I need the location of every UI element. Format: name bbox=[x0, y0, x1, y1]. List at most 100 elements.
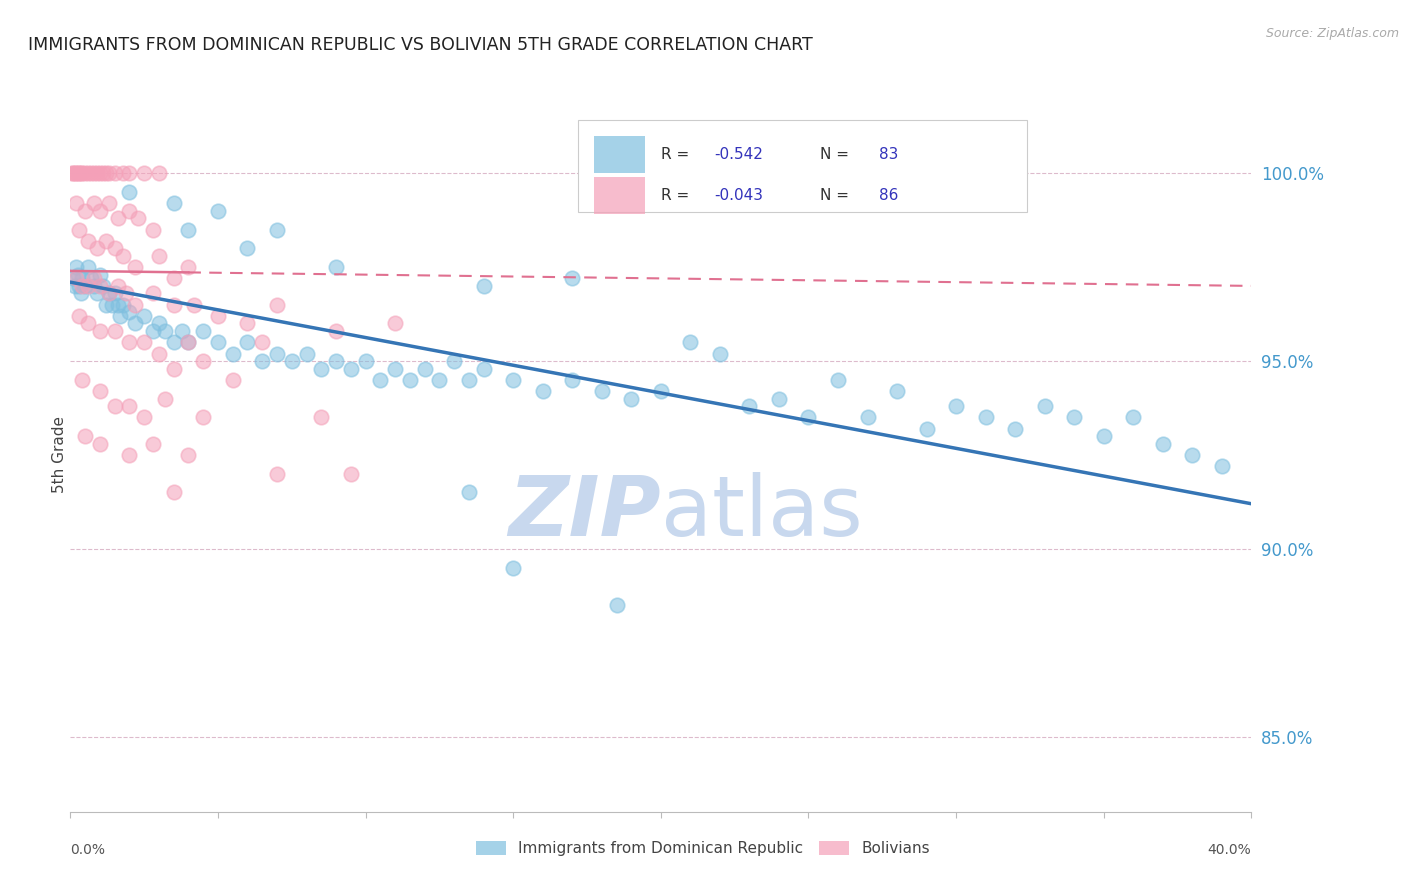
Point bbox=[83, 279, 105, 293]
Point bbox=[148, 249, 170, 263]
Point bbox=[107, 211, 129, 226]
Point bbox=[974, 410, 997, 425]
Point bbox=[118, 185, 141, 199]
Point bbox=[100, 298, 122, 312]
Point bbox=[384, 317, 406, 331]
Point bbox=[112, 166, 135, 180]
Point bbox=[709, 346, 731, 360]
Point bbox=[1122, 410, 1144, 425]
Point bbox=[132, 410, 156, 425]
Point bbox=[148, 346, 170, 360]
Point bbox=[118, 335, 141, 350]
Point bbox=[83, 166, 105, 180]
Point bbox=[1033, 399, 1056, 413]
Point bbox=[222, 373, 245, 387]
Point bbox=[1092, 429, 1115, 443]
Point bbox=[399, 373, 422, 387]
Point bbox=[266, 222, 288, 236]
Point bbox=[1181, 448, 1204, 462]
Point bbox=[104, 286, 127, 301]
Point bbox=[368, 373, 391, 387]
Point bbox=[620, 392, 643, 406]
Point bbox=[162, 335, 186, 350]
Point bbox=[62, 271, 84, 285]
Point bbox=[94, 166, 117, 180]
Point bbox=[886, 384, 908, 398]
Point bbox=[89, 268, 111, 282]
Text: R =: R = bbox=[661, 188, 695, 203]
Point bbox=[250, 335, 273, 350]
Point bbox=[250, 354, 273, 368]
Point bbox=[107, 279, 129, 293]
Point bbox=[94, 298, 117, 312]
Point bbox=[177, 335, 200, 350]
Point bbox=[86, 241, 108, 255]
Point bbox=[89, 324, 111, 338]
Point bbox=[132, 335, 156, 350]
Point bbox=[325, 324, 347, 338]
Point bbox=[66, 268, 89, 282]
Point bbox=[191, 324, 214, 338]
Point bbox=[83, 196, 105, 211]
Point bbox=[70, 279, 93, 293]
Point bbox=[142, 222, 165, 236]
Point bbox=[77, 166, 100, 180]
Point bbox=[89, 279, 111, 293]
Point bbox=[97, 286, 120, 301]
Text: Source: ZipAtlas.com: Source: ZipAtlas.com bbox=[1265, 27, 1399, 40]
Point bbox=[413, 361, 436, 376]
Point bbox=[77, 317, 100, 331]
Point bbox=[340, 361, 363, 376]
Point bbox=[472, 361, 495, 376]
Point bbox=[605, 598, 627, 612]
Point bbox=[502, 560, 524, 574]
Point bbox=[679, 335, 702, 350]
Point bbox=[266, 467, 288, 481]
Point bbox=[915, 422, 938, 436]
Point bbox=[86, 166, 108, 180]
Text: IMMIGRANTS FROM DOMINICAN REPUBLIC VS BOLIVIAN 5TH GRADE CORRELATION CHART: IMMIGRANTS FROM DOMINICAN REPUBLIC VS BO… bbox=[28, 36, 813, 54]
Point bbox=[89, 203, 111, 218]
Point bbox=[77, 279, 100, 293]
Point bbox=[309, 361, 333, 376]
Point bbox=[94, 234, 117, 248]
Point bbox=[153, 392, 176, 406]
Point bbox=[70, 373, 93, 387]
Point bbox=[177, 335, 200, 350]
Point bbox=[183, 298, 205, 312]
Point bbox=[142, 286, 165, 301]
Point bbox=[309, 410, 333, 425]
Point bbox=[768, 392, 790, 406]
Point bbox=[531, 384, 554, 398]
Point bbox=[67, 279, 90, 293]
Point bbox=[97, 196, 120, 211]
Point bbox=[472, 279, 495, 293]
Text: 0.0%: 0.0% bbox=[70, 843, 105, 857]
Point bbox=[427, 373, 450, 387]
Point bbox=[162, 271, 186, 285]
Point bbox=[63, 279, 86, 293]
Point bbox=[1211, 459, 1233, 474]
Point bbox=[89, 166, 111, 180]
Point bbox=[384, 361, 406, 376]
Point bbox=[207, 203, 229, 218]
Point bbox=[69, 166, 91, 180]
Point bbox=[118, 448, 141, 462]
Point bbox=[67, 166, 90, 180]
Point bbox=[97, 166, 120, 180]
Point bbox=[112, 249, 135, 263]
Point bbox=[142, 436, 165, 450]
FancyBboxPatch shape bbox=[593, 136, 645, 173]
Point bbox=[127, 211, 149, 226]
Point bbox=[124, 317, 146, 331]
Text: -0.043: -0.043 bbox=[714, 188, 763, 203]
Point bbox=[1004, 422, 1026, 436]
Text: 40.0%: 40.0% bbox=[1208, 843, 1251, 857]
Point bbox=[91, 166, 114, 180]
Point bbox=[80, 166, 103, 180]
Point bbox=[222, 346, 245, 360]
Point bbox=[162, 298, 186, 312]
Point bbox=[340, 467, 363, 481]
Text: N =: N = bbox=[820, 188, 853, 203]
Point bbox=[115, 286, 138, 301]
